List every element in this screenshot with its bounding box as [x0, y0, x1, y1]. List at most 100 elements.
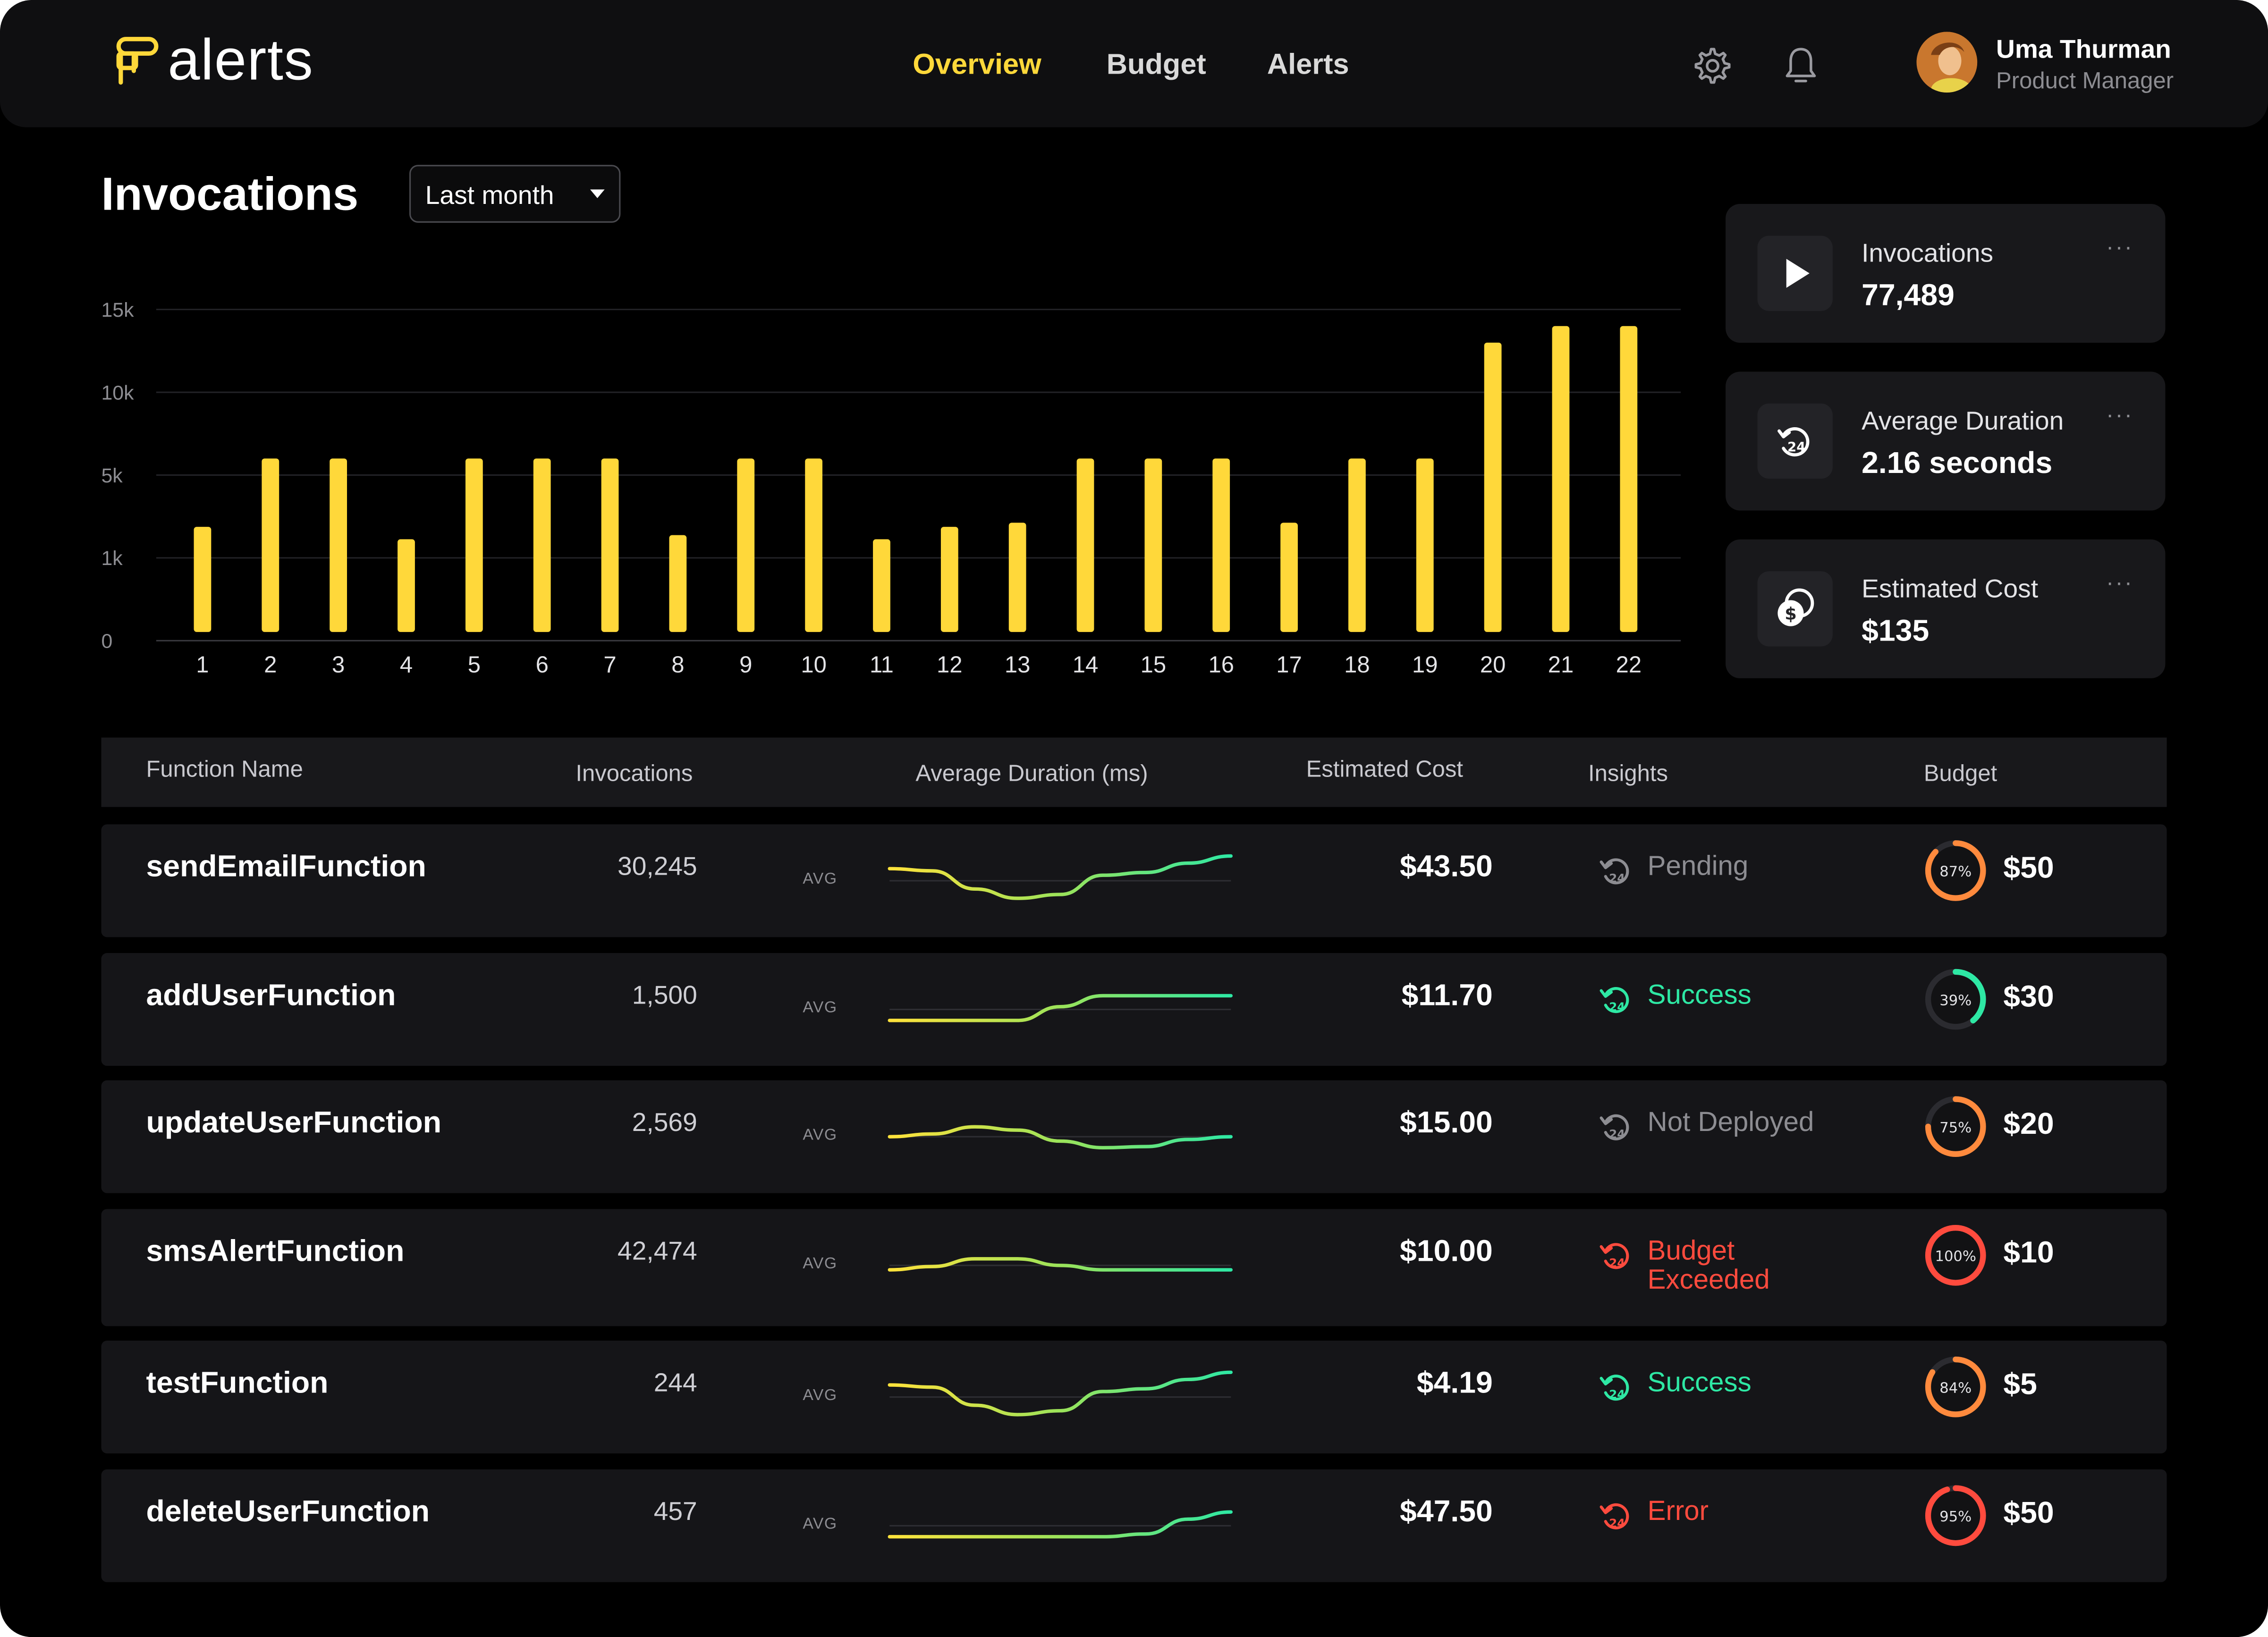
- estimated-cost: $47.50: [1400, 1495, 1493, 1529]
- refresh-24-icon: 24: [1599, 1243, 1629, 1270]
- budget-percent: 95%: [1939, 1509, 1972, 1525]
- refresh-24-icon: 24: [1757, 403, 1833, 479]
- svg-text:24: 24: [1609, 1388, 1625, 1401]
- x-tick-label: 13: [1005, 652, 1031, 678]
- stat-card-estimated-cost[interactable]: $ Estimated Cost $135 ···: [1726, 539, 2166, 678]
- svg-text:24: 24: [1787, 439, 1805, 455]
- invocations-count: 2,569: [632, 1107, 697, 1137]
- bar[interactable]: [940, 527, 958, 632]
- budget-amount: $50: [2003, 852, 2054, 886]
- bar[interactable]: [1008, 523, 1026, 632]
- card-value: 2.16 seconds: [1862, 447, 2053, 481]
- function-name[interactable]: smsAlertFunction: [146, 1235, 405, 1268]
- refresh-24-icon: 24: [1599, 1114, 1629, 1141]
- x-tick-label: 17: [1276, 652, 1302, 678]
- table-row[interactable]: smsAlertFunction 42,474 AVG $10.00 24 Budget …: [101, 1209, 2167, 1326]
- bar[interactable]: [601, 458, 619, 632]
- duration-sparkline: [888, 1370, 1233, 1417]
- refresh-24-icon: 24: [1599, 1503, 1629, 1530]
- estimated-cost: $43.50: [1400, 850, 1493, 884]
- bar[interactable]: [873, 539, 890, 632]
- table-row[interactable]: sendEmailFunction 30,245 AVG $43.50 24 Pendin…: [101, 824, 2167, 937]
- x-tick-label: 8: [671, 652, 684, 678]
- bar[interactable]: [1076, 458, 1094, 632]
- logo[interactable]: alerts: [116, 32, 313, 90]
- stat-card-average-duration[interactable]: 24 Average Duration 2.16 seconds ···: [1726, 371, 2166, 511]
- header-budget[interactable]: Budget: [1923, 762, 1997, 787]
- svg-text:24: 24: [1609, 1127, 1625, 1141]
- function-name[interactable]: addUserFunction: [146, 979, 396, 1013]
- x-tick-label: 10: [801, 652, 827, 678]
- nav-budget[interactable]: Budget: [1106, 49, 1206, 81]
- coins-icon: $: [1757, 571, 1833, 647]
- x-tick-label: 11: [870, 652, 894, 678]
- table-row[interactable]: testFunction 244 AVG $4.19 24 Success 84% $5: [101, 1341, 2167, 1454]
- table-row[interactable]: addUserFunction 1,500 AVG $11.70 24 Success 39…: [101, 953, 2167, 1066]
- bell-icon[interactable]: [1779, 43, 1822, 87]
- bar[interactable]: [1620, 326, 1638, 632]
- x-tick-label: 3: [332, 652, 345, 678]
- bar[interactable]: [1280, 523, 1298, 632]
- bar[interactable]: [669, 535, 687, 632]
- invocations-count: 244: [653, 1368, 697, 1397]
- gear-icon[interactable]: [1690, 43, 1733, 87]
- avg-label: AVG: [803, 1387, 838, 1404]
- duration-sparkline: [888, 1510, 1233, 1539]
- bar[interactable]: [194, 527, 212, 632]
- header-estimated-cost[interactable]: Estimated Cost: [1306, 758, 1463, 783]
- invocations-count: 1,500: [632, 980, 697, 1010]
- header-insights[interactable]: Insights: [1588, 762, 1668, 787]
- bar[interactable]: [1212, 458, 1230, 632]
- header-average-duration[interactable]: Average Duration (ms): [915, 762, 1148, 787]
- estimated-cost: $11.70: [1401, 979, 1493, 1013]
- bar[interactable]: [1348, 458, 1366, 632]
- bar[interactable]: [398, 539, 415, 632]
- estimated-cost: $4.19: [1416, 1367, 1493, 1400]
- header-function-name[interactable]: Function Name: [146, 758, 303, 783]
- bar[interactable]: [533, 458, 551, 632]
- budget-progress-ring: 100%: [1925, 1225, 1986, 1286]
- refresh-24-icon: 24: [1599, 987, 1629, 1014]
- logo-icon: [116, 37, 159, 85]
- duration-sparkline: [888, 1257, 1233, 1272]
- bar[interactable]: [737, 458, 755, 632]
- function-name[interactable]: updateUserFunction: [146, 1106, 442, 1140]
- bar[interactable]: [1484, 342, 1502, 632]
- x-tick-label: 16: [1208, 652, 1234, 678]
- user-name: Uma Thurman: [1996, 34, 2171, 64]
- avatar[interactable]: [1916, 32, 1978, 93]
- svg-text:$: $: [1785, 604, 1797, 624]
- bar[interactable]: [805, 458, 822, 632]
- bar[interactable]: [1144, 458, 1162, 632]
- table-row[interactable]: updateUserFunction 2,569 AVG $15.00 24 Not De…: [101, 1080, 2167, 1193]
- more-icon[interactable]: ···: [2106, 236, 2134, 261]
- bar[interactable]: [465, 458, 483, 632]
- insight-status: Budget Exceeded: [1647, 1236, 1770, 1296]
- more-icon[interactable]: ···: [2106, 571, 2134, 596]
- more-icon[interactable]: ···: [2106, 403, 2134, 428]
- bar[interactable]: [262, 458, 279, 632]
- insight-status: Error: [1647, 1497, 1709, 1527]
- svg-text:24: 24: [1609, 1516, 1625, 1530]
- x-tick-label: 20: [1480, 652, 1506, 678]
- date-range-select[interactable]: Last month: [409, 165, 621, 223]
- bar[interactable]: [1416, 458, 1434, 632]
- duration-sparkline: [888, 1125, 1233, 1150]
- budget-amount: $20: [2003, 1107, 2054, 1141]
- table-row[interactable]: deleteUserFunction 457 AVG $47.50 24 Error 95%…: [101, 1469, 2167, 1582]
- bar[interactable]: [1552, 326, 1570, 632]
- bar[interactable]: [330, 458, 347, 632]
- function-name[interactable]: testFunction: [146, 1367, 329, 1400]
- function-name[interactable]: deleteUserFunction: [146, 1495, 430, 1529]
- header-invocations[interactable]: Invocations: [575, 762, 693, 787]
- avg-label: AVG: [803, 870, 838, 888]
- y-tick-label: 10k: [101, 381, 134, 404]
- nav-overview[interactable]: Overview: [913, 49, 1041, 81]
- nav-alerts[interactable]: Alerts: [1267, 49, 1349, 81]
- x-tick-label: 1: [196, 652, 209, 678]
- top-bar: alerts Overview Budget Alerts Uma Thurma…: [0, 0, 2268, 127]
- function-name[interactable]: sendEmailFunction: [146, 850, 426, 884]
- stat-card-invocations[interactable]: Invocations 77,489 ···: [1726, 203, 2166, 343]
